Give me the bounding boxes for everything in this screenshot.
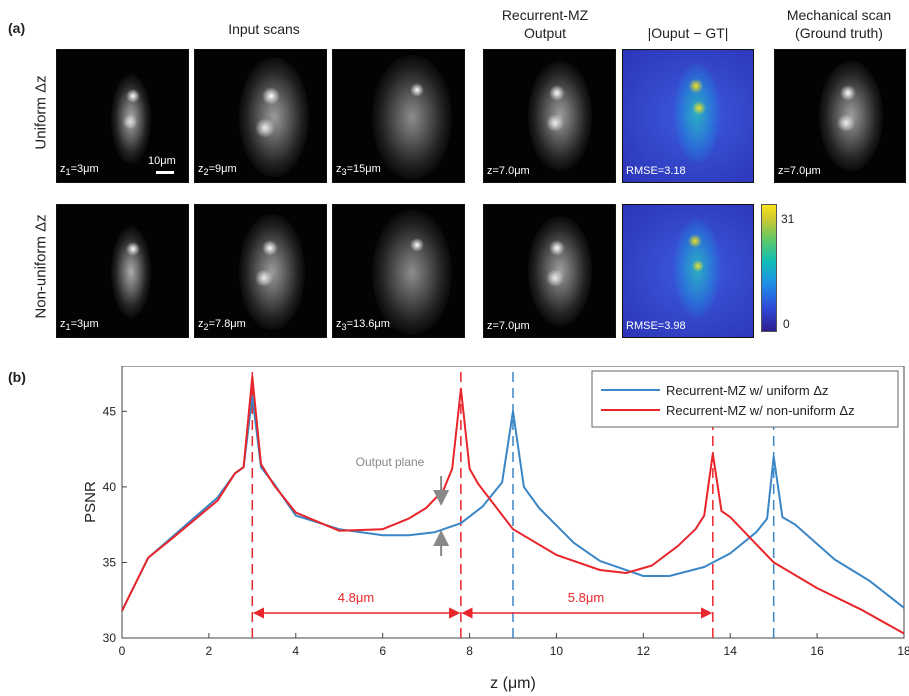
input-depth-label: z1=3μm [60,317,99,332]
input-scan-2: z2=9μm [194,49,327,183]
gt-depth-label: z=7.0μm [778,165,821,177]
x-tick-label: 4 [292,644,299,658]
row-label-nonuniform: Non-uniform Δz [32,214,50,319]
input-scan-3: z3=15μm [332,49,465,183]
gap-label-2: 5.8μm [568,590,604,605]
rmse-label: RMSE=3.98 [626,320,686,332]
header-input-scans: Input scans [228,21,300,37]
colorbar-max-label: 31 [781,212,795,226]
header-ground-truth: Mechanical scan (Ground truth) [772,6,906,42]
input-scan-1: z1=3μm 10μm [56,49,189,183]
header-gt-line2: (Ground truth) [795,25,883,41]
legend-box [591,370,899,428]
output-depth-label: z=7.0μm [487,320,530,332]
error-map-image: RMSE=3.98 [622,204,754,338]
panel-a-label: (a) [8,20,26,36]
y-tick-label: 45 [103,404,117,418]
input-scan-3: z3=13.6μm [332,204,465,338]
input-scan-1: z1=3μm [56,204,189,338]
x-tick-label: 0 [119,644,126,658]
x-tick-label: 8 [466,644,473,658]
psnr-chart: 0 2 4 6 8 10 12 14 16 18 30 35 40 45 PSNR z (μm) Recu… [82,366,909,692]
scale-bar [156,171,174,174]
input-depth-label: z3=15μm [336,162,381,177]
scale-bar-label: 10μm [148,155,176,167]
series-line-1 [121,375,905,635]
input-scan-2: z2=7.8μm [194,204,327,338]
header-difference: |Ouput − GT| [647,25,729,41]
rmse-label: RMSE=3.18 [626,165,686,177]
legend: Recurrent-MZ w/ uniform Δz Recurrent-MZ … [591,370,899,428]
ground-truth-image: z=7.0μm [774,49,906,183]
y-tick-label: 30 [103,631,117,645]
input-depth-label: z2=9μm [198,162,237,177]
error-map-image: RMSE=3.18 [622,49,754,183]
input-depth-label: z2=7.8μm [198,317,246,332]
x-tick-label: 12 [637,644,651,658]
recurrent-output-image: z=7.0μm [483,49,616,183]
y-tick-label: 35 [103,555,117,569]
x-tick-label: 2 [206,644,213,658]
gap-label-1: 4.8μm [338,590,374,605]
error-colorbar [761,204,777,332]
panel-b-label: (b) [8,369,26,385]
legend-label-nonuniform: Recurrent-MZ w/ non-uniform Δz [666,403,855,418]
output-plane-label: Output plane [356,455,425,469]
header-recurrent-line1: Recurrent-MZ [501,7,589,23]
recurrent-output-image: z=7.0μm [483,204,616,338]
header-recurrent-output: Recurrent-MZ Output [480,6,610,42]
x-tick-label: 10 [550,644,564,658]
colorbar-min-label: 0 [783,317,790,331]
x-tick-label: 14 [724,644,738,658]
input-depth-label: z1=3μm [60,162,99,177]
x-axis-label: z (μm) [490,675,536,692]
x-tick-label: 6 [379,644,386,658]
legend-label-uniform: Recurrent-MZ w/ uniform Δz [666,383,829,398]
x-tick-label: 18 [897,644,909,658]
y-tick-label: 40 [103,480,117,494]
output-depth-label: z=7.0μm [487,165,530,177]
y-axis-label: PSNR [82,481,99,523]
header-recurrent-line2: Output [523,25,567,41]
row-label-uniform: Uniform Δz [32,75,50,150]
x-tick-label: 16 [810,644,824,658]
input-depth-label: z3=13.6μm [336,317,390,332]
header-gt-line1: Mechanical scan [786,7,892,23]
